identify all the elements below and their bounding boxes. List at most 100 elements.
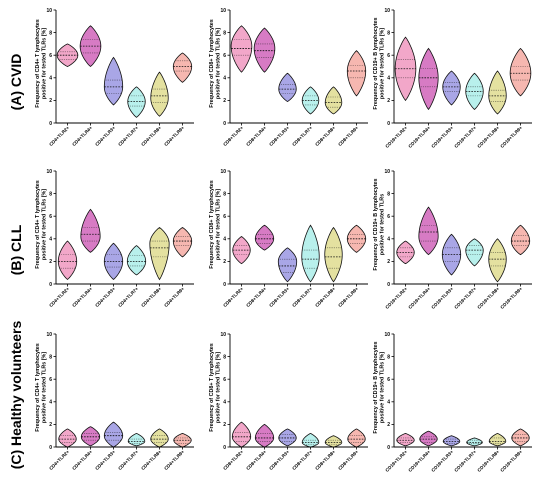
violin-CD4+TLR3+ bbox=[103, 56, 124, 106]
y-tick-label: 2 bbox=[223, 422, 226, 428]
x-category-label: CD4+TLR7+ bbox=[117, 125, 139, 147]
violin-CD19+TLR3+ bbox=[442, 435, 461, 447]
x-category-label: CD19+TLR3+ bbox=[430, 125, 454, 149]
y-axis-label: Frequency of CD19+ B lymphocytes bbox=[373, 178, 379, 270]
y-tick-label: 8 bbox=[387, 354, 390, 360]
y-tick-label: 10 bbox=[384, 169, 390, 175]
x-category-label: CD8+TLR4+ bbox=[245, 449, 267, 471]
violin-CD8+TLR4+ bbox=[253, 27, 276, 73]
violin-CD19+TLR8+ bbox=[488, 238, 507, 283]
row-label-cll: (B) CLL bbox=[8, 224, 24, 275]
x-category-label: CD19+TLR7+ bbox=[453, 286, 477, 310]
chart-panel-c2: 0 2 4 6 8 10 Frequency of CD8+ T lymphocytes po… bbox=[209, 332, 368, 471]
x-category-label: CD8+TLR9+ bbox=[337, 125, 359, 147]
y-tick-label: 8 bbox=[223, 30, 226, 36]
x-category-label: CD8+TLR8+ bbox=[314, 125, 336, 147]
x-category-label: CD4+TLR9+ bbox=[163, 125, 185, 147]
violin-CD8+TLR3+ bbox=[278, 72, 297, 103]
y-axis-label: Frequency of CD4+ T lymphocytes bbox=[35, 343, 41, 432]
x-category-label: CD19+TLR4+ bbox=[407, 286, 431, 310]
y-tick-label: 8 bbox=[223, 191, 226, 197]
x-category-label: CD8+TLR4+ bbox=[245, 286, 267, 308]
y-tick-label: 0 bbox=[223, 282, 226, 288]
y-tick-label: 4 bbox=[387, 237, 390, 243]
y-tick-label: 2 bbox=[387, 98, 390, 104]
y-tick-label: 6 bbox=[223, 53, 226, 59]
y-axis-label: positive for tested TLRs [%] bbox=[42, 28, 48, 99]
y-tick-label: 2 bbox=[387, 259, 390, 265]
y-tick-label: 10 bbox=[384, 332, 390, 338]
x-category-label: CD8+TLR7+ bbox=[291, 449, 313, 471]
violin-CD19+TLR9+ bbox=[510, 224, 531, 256]
x-category-label: CD19+TLR4+ bbox=[407, 125, 431, 149]
chart-panel-a3: 0 2 4 6 8 10 Frequency of CD19+ B lymphocytes p… bbox=[373, 8, 532, 149]
x-category-label: CD4+TLR4+ bbox=[71, 449, 93, 471]
violin-CD19+TLR8+ bbox=[488, 70, 507, 115]
y-tick-label: 8 bbox=[387, 30, 390, 36]
violin-CD19+TLR2+ bbox=[396, 433, 415, 447]
violin-CD19+TLR4+ bbox=[418, 47, 439, 111]
violin-CD19+TLR2+ bbox=[394, 36, 417, 102]
x-category-label: CD19+TLR8+ bbox=[476, 449, 500, 473]
y-tick-label: 0 bbox=[49, 121, 52, 127]
y-tick-label: 6 bbox=[49, 377, 52, 383]
y-tick-label: 8 bbox=[49, 354, 52, 360]
y-tick-label: 10 bbox=[384, 8, 390, 14]
violin-CD8+TLR4+ bbox=[254, 224, 275, 251]
violin-CD8+TLR7+ bbox=[301, 224, 320, 283]
y-tick-label: 4 bbox=[223, 237, 226, 243]
y-tick-label: 4 bbox=[387, 400, 390, 406]
y-tick-label: 4 bbox=[387, 76, 390, 82]
y-tick-label: 6 bbox=[387, 53, 390, 59]
y-axis-label: positive for tested TLRs [%] bbox=[42, 352, 48, 423]
violin-CD4+TLR8+ bbox=[150, 71, 169, 117]
y-tick-label: 4 bbox=[223, 400, 226, 406]
violin-CD4+TLR2+ bbox=[56, 43, 79, 67]
y-tick-label: 10 bbox=[46, 332, 52, 338]
violin-CD19+TLR7+ bbox=[465, 238, 484, 267]
y-axis-label: positive for tested TLRs [%] bbox=[380, 28, 386, 99]
violin-CD4+TLR9+ bbox=[172, 52, 193, 83]
chart-panel-a2: 0 2 4 6 8 10 Frequency of CD8+ T lymphocytes po… bbox=[209, 8, 368, 147]
y-tick-label: 8 bbox=[49, 30, 52, 36]
y-tick-label: 2 bbox=[49, 422, 52, 428]
chart-panel-b3: 0 2 4 6 8 10 Frequency of CD19+ B lymphocytes p… bbox=[373, 169, 532, 310]
violin-CD4+TLR7+ bbox=[127, 433, 146, 447]
x-category-label: CD19+TLR8+ bbox=[476, 286, 500, 310]
violin-CD8+TLR9+ bbox=[347, 428, 366, 448]
x-category-label: CD8+TLR3+ bbox=[268, 125, 290, 147]
y-axis-label: Frequency of CD8+ T lymphocytes bbox=[209, 19, 215, 108]
violin-CD19+TLR9+ bbox=[509, 47, 532, 97]
y-axis-label: positive for tested TLRs [%] bbox=[216, 189, 222, 260]
y-axis-label: positive for tested TLRs [%] bbox=[216, 352, 222, 423]
x-category-label: CD8+TLR7+ bbox=[291, 125, 313, 147]
x-category-label: CD8+TLR7+ bbox=[291, 286, 313, 308]
x-category-label: CD4+TLR2+ bbox=[48, 286, 70, 308]
y-tick-label: 2 bbox=[49, 98, 52, 104]
x-category-label: CD4+TLR2+ bbox=[48, 449, 70, 471]
violin-CD8+TLR3+ bbox=[278, 428, 297, 447]
y-axis-label: positive for tested TLRs [%] bbox=[380, 352, 386, 423]
y-tick-label: 8 bbox=[223, 354, 226, 360]
x-category-label: CD8+TLR2+ bbox=[222, 125, 244, 147]
violin-CD8+TLR8+ bbox=[324, 86, 343, 115]
y-axis-label: Frequency of CD4+ T lymphocytes bbox=[35, 180, 41, 269]
x-category-label: CD4+TLR7+ bbox=[117, 286, 139, 308]
x-category-label: CD19+TLR9+ bbox=[499, 449, 523, 473]
x-category-label: CD4+TLR8+ bbox=[140, 286, 162, 308]
y-tick-label: 6 bbox=[49, 53, 52, 59]
x-category-label: CD4+TLR9+ bbox=[163, 286, 185, 308]
y-tick-label: 2 bbox=[223, 259, 226, 265]
x-category-label: CD19+TLR2+ bbox=[384, 449, 408, 473]
violin-CD8+TLR8+ bbox=[324, 226, 343, 283]
y-tick-label: 10 bbox=[220, 169, 226, 175]
x-category-label: CD19+TLR9+ bbox=[499, 125, 523, 149]
x-category-label: CD4+TLR8+ bbox=[140, 125, 162, 147]
x-category-label: CD4+TLR8+ bbox=[140, 449, 162, 471]
violin-CD19+TLR4+ bbox=[418, 206, 439, 256]
y-tick-label: 0 bbox=[387, 121, 390, 127]
violin-CD4+TLR8+ bbox=[150, 428, 169, 448]
x-category-label: CD19+TLR9+ bbox=[499, 286, 523, 310]
y-tick-label: 8 bbox=[387, 191, 390, 197]
